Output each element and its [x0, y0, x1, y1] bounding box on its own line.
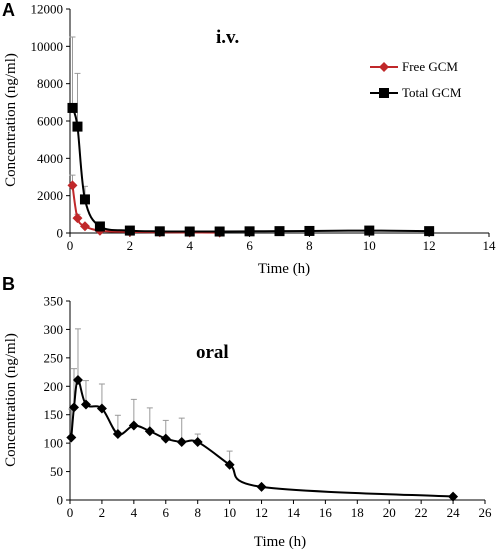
panel-b-x-tick-label: 10 [223, 505, 236, 520]
panel-a-series-total-gcm-point [79, 194, 90, 205]
panel-b-x-tick-label: 22 [415, 505, 428, 520]
panel-b-series-1-point [66, 432, 77, 443]
panel-a-series-total-gcm-point [94, 221, 105, 232]
panel-a-series-total-gcm-point [424, 226, 435, 237]
panel-b-series-1-point [72, 375, 83, 386]
panel-a-x-tick-label: 14 [483, 238, 497, 253]
panel-b-x-tick-label: 14 [287, 505, 301, 520]
panel-b-series-1-point [80, 399, 91, 410]
panel-b-y-axis-title: Concentration (ng/ml) [3, 333, 19, 467]
legend-free-gcm-label: Free GCM [402, 59, 458, 74]
panel-a-letter: A [2, 0, 15, 20]
panel-a-series-total-gcm-point [67, 102, 78, 113]
panel-b: B oral Time (h) Concentration (ng/ml) 0 2… [2, 274, 492, 550]
panel-a-series-total-gcm-point [214, 226, 225, 237]
panel-b-series-1-point [448, 491, 459, 502]
panel-b-x-tick-label: 6 [163, 505, 170, 520]
panel-a-series-free-gcm-point [79, 221, 90, 232]
panel-b-y-tick-label: 150 [44, 407, 64, 422]
panel-a-x-axis-title: Time (h) [258, 261, 310, 277]
panel-b-series-1-point [176, 437, 187, 448]
panel-b-plot-area: 0 2 4 6 8 10 12 14 16 18 20 22 24 2605010015020025030… [44, 294, 493, 521]
panel-b-y-tick-label: 300 [44, 322, 64, 337]
panel-a-x-tick-label: 0 [67, 238, 74, 253]
panel-a-series-total-gcm-point [124, 225, 135, 236]
panel-a-x-tick-label: 4 [186, 238, 193, 253]
panel-a-x-tick-label: 12 [423, 238, 436, 253]
panel-b-series-1-point [68, 402, 79, 413]
panel-b-x-axis-title: Time (h) [254, 534, 306, 550]
panel-a-series-total-gcm-point [304, 225, 315, 236]
panel-b-series-1-point [192, 437, 203, 448]
panel-a-series-total-gcm-point [184, 226, 195, 237]
panel-a-series-total-gcm-line [71, 107, 430, 233]
panel-a-x-tick-label: 6 [246, 238, 253, 253]
panel-b-x-tick-label: 20 [383, 505, 396, 520]
panel-b-y-tick-label: 200 [44, 379, 64, 394]
panel-a-x-tick-label: 2 [127, 238, 134, 253]
panel-a-series-total-gcm-point [274, 226, 285, 237]
panel-b-x-tick-label: 26 [479, 505, 493, 520]
panel-a-series-total-gcm-point [72, 121, 83, 132]
panel-b-series-1-point [224, 459, 235, 470]
panel-b-y-tick-label: 100 [44, 436, 64, 451]
panel-b-series-1-point [160, 433, 171, 444]
panel-b-series-1-line [70, 379, 454, 498]
panel-a-annotation: i.v. [216, 27, 239, 48]
panel-a-series-free-gcm-line [71, 185, 220, 234]
panel-b-series-1-point [256, 481, 267, 492]
panel-b-x-tick-label: 18 [351, 505, 364, 520]
panel-a-y-tick-label: 8000 [37, 76, 63, 91]
panel-b-annotation: oral [196, 342, 229, 363]
panel-a-y-tick-label: 2000 [37, 188, 63, 203]
panel-a-series-total-gcm-point [364, 225, 375, 236]
panel-b-x-tick-label: 2 [99, 505, 106, 520]
panel-b-x-tick-label: 24 [447, 505, 461, 520]
panel-a-y-tick-label: 10000 [31, 39, 64, 54]
panel-b-x-tick-label: 4 [131, 505, 138, 520]
panel-b-y-tick-label: 250 [44, 350, 64, 365]
panel-b-series-1-point [112, 429, 123, 440]
panel-a-series-total-gcm-point [244, 226, 255, 237]
legend-free-gcm-marker [379, 62, 389, 72]
panel-b-x-tick-label: 12 [255, 505, 268, 520]
panel-a-x-tick-label: 10 [363, 238, 376, 253]
panel-b-letter: B [2, 274, 15, 294]
panel-b-x-tick-label: 0 [67, 505, 74, 520]
panel-a-series-free-gcm-point [72, 213, 83, 224]
panel-b-y-tick-label: 50 [50, 464, 63, 479]
panel-a-series-free-gcm-point [67, 180, 78, 191]
legend-total-gcm-label: Total GCM [402, 85, 462, 100]
panel-b-series-1-point [128, 420, 139, 431]
panel-b-series-1-point [96, 403, 107, 414]
panel-a: A i.v. Time (h) Concentration (ng/ml) 0 2… [2, 0, 496, 277]
panel-b-y-tick-label: 350 [44, 294, 64, 309]
panel-b-x-tick-label: 16 [319, 505, 333, 520]
panel-a-legend: Free GCM Total GCM [370, 59, 462, 100]
panel-a-x-tick-label: 8 [306, 238, 313, 253]
panel-b-series-1-point [144, 426, 155, 437]
panel-a-series-total-gcm-point [154, 226, 165, 237]
panel-a-plot-area: 0 2 4 6 8 10 12 14 0 2000 4000 6000 8000 10000 12000 [31, 2, 497, 254]
panel-a-y-tick-label: 6000 [37, 114, 63, 129]
legend-total-gcm-marker [379, 88, 389, 98]
panel-b-y-tick-label: 0 [57, 493, 64, 508]
panel-b-x-tick-label: 8 [194, 505, 201, 520]
panel-a-y-tick-label: 0 [57, 226, 64, 241]
panel-a-y-tick-label: 12000 [31, 2, 64, 17]
panel-a-y-tick-label: 4000 [37, 151, 63, 166]
panel-a-y-axis-title: Concentration (ng/ml) [3, 53, 19, 187]
